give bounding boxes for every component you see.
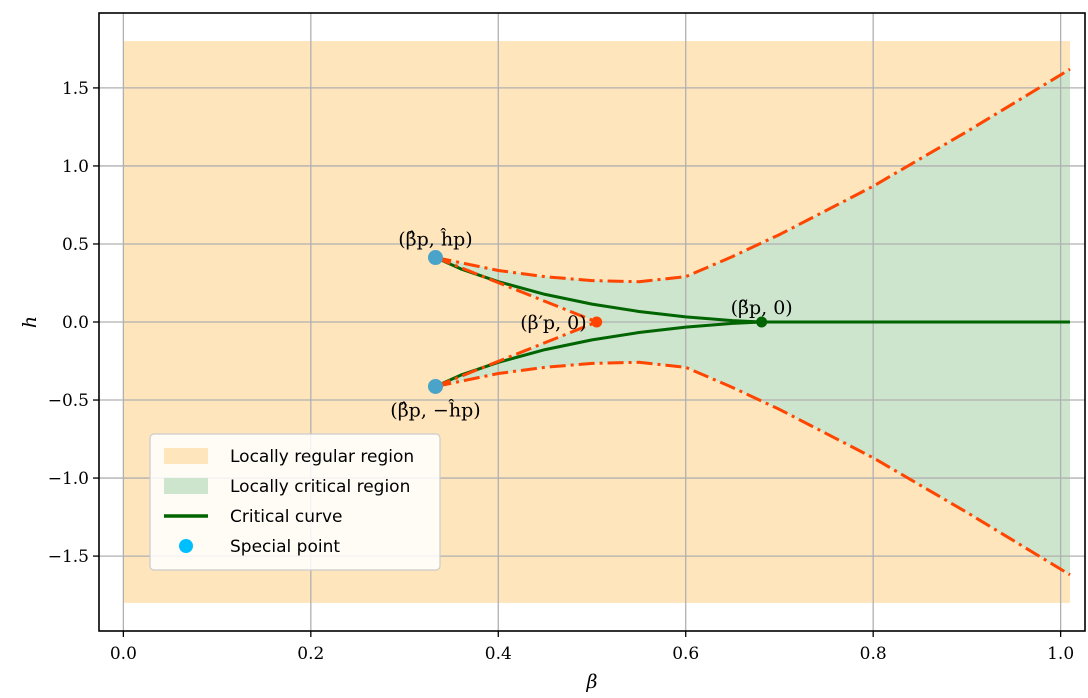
marker-point-0 <box>591 316 603 328</box>
x-axis-label: β <box>586 671 598 693</box>
x-tick-label-2: 0.4 <box>485 644 512 664</box>
y-axis-label: h <box>19 316 41 328</box>
annotation-label-2: (β′p, 0) <box>520 312 586 334</box>
special-point-1 <box>427 378 443 394</box>
annotations-layer: (β̂p, ĥp) (β̂p, −ĥp) (β′p, 0) (β̃p, 0) <box>390 228 792 422</box>
y-tick-label-4: 0.5 <box>62 235 89 255</box>
x-tick-label-3: 0.6 <box>672 644 699 664</box>
x-tick-label-1: 0.2 <box>297 644 324 664</box>
boundary-line-segment-0 <box>435 67 1071 284</box>
y-tick-label-2: −0.5 <box>48 391 89 411</box>
legend-marker-3 <box>179 539 193 553</box>
annotation-label-0: (β̂p, ĥp) <box>398 228 472 251</box>
x-tick-label-4: 0.8 <box>860 644 887 664</box>
points-layer <box>427 250 768 394</box>
y-tick-label-1: −1.0 <box>48 469 89 489</box>
tick-layer: 0.0 0.2 0.4 0.6 0.8 1.0 −1.5 −1.0 −0.5 0.0 0.5 1.0 1… <box>48 79 1074 664</box>
boundary-line-segment-1 <box>435 360 1071 577</box>
annotation-label-3: (β̃p, 0) <box>731 297 793 319</box>
legend-box <box>149 433 441 571</box>
legend-label-0: Locally regular region <box>230 447 414 467</box>
y-tick-label-6: 1.5 <box>62 79 89 99</box>
legend-label-3: Special point <box>230 537 340 557</box>
x-tick-label-0: 0.0 <box>110 644 137 664</box>
y-tick-label-3: 0.0 <box>62 313 89 333</box>
y-tick-label-0: −1.5 <box>48 547 89 567</box>
legend-swatch-1 <box>164 478 208 494</box>
annotation-label-1: (β̂p, −ĥp) <box>390 398 480 421</box>
legend: Locally regular region Locally critical r… <box>149 433 441 571</box>
y-tick-label-5: 1.0 <box>62 157 89 177</box>
legend-label-1: Locally critical region <box>230 477 410 497</box>
marker-point-1 <box>756 316 768 328</box>
legend-swatch-0 <box>164 448 208 464</box>
series-layer <box>434 67 1071 577</box>
x-tick-label-5: 1.0 <box>1047 644 1074 664</box>
legend-label-2: Critical curve <box>230 507 343 527</box>
special-point-0 <box>427 250 443 266</box>
